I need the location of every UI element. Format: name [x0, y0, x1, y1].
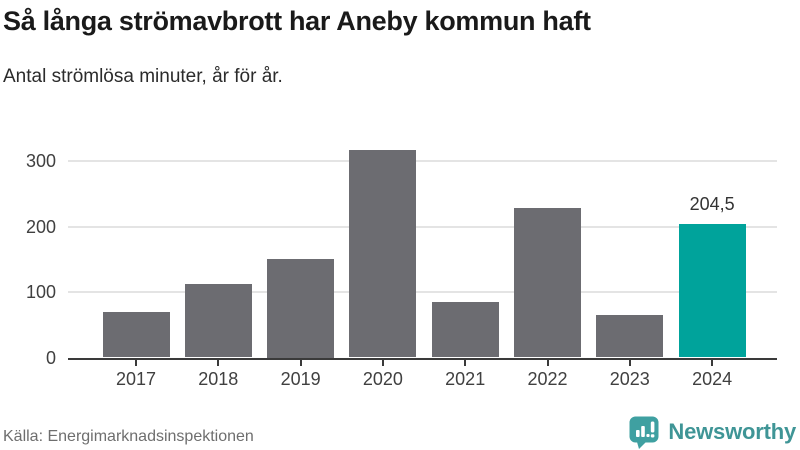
x-axis-tick-2021 — [464, 360, 467, 366]
x-axis-label-2022: 2022 — [527, 368, 568, 389]
source-note: Källa: Energimarknadsinspektionen — [3, 428, 254, 445]
gridline-100 — [68, 291, 777, 293]
gridline-300 — [68, 160, 777, 162]
y-axis-label-200: 200 — [25, 216, 56, 237]
bar-2024 — [678, 223, 746, 358]
chart-subtitle: Antal strömlösa minuter, år för år. — [3, 66, 283, 87]
x-axis-tick-2022 — [546, 360, 549, 366]
y-axis-label-100: 100 — [25, 282, 56, 302]
gridline-200 — [68, 225, 777, 228]
x-axis-label-2023: 2023 — [609, 368, 650, 389]
x-axis-label-2017: 2017 — [115, 368, 157, 389]
x-axis-tick-2019 — [299, 360, 302, 366]
bar-2020 — [349, 149, 417, 358]
x-axis-label-2021: 2021 — [445, 368, 486, 389]
bar-2022 — [514, 208, 581, 358]
x-axis-label-2018: 2018 — [198, 368, 239, 389]
y-axis-label-0: 0 — [45, 347, 56, 368]
x-axis-tick-2024 — [711, 360, 714, 366]
x-axis-tick-2020 — [381, 360, 384, 366]
x-axis-line — [68, 357, 777, 360]
bar-2018 — [184, 284, 252, 358]
bar-value-label: 204,5 — [689, 193, 735, 214]
chart-title: Så långa strömavbrott har Aneby kommun h… — [3, 6, 591, 36]
x-axis-tick-2018 — [217, 360, 220, 366]
bar-2021 — [431, 302, 499, 358]
bar-2017 — [102, 312, 170, 358]
y-axis-label-300: 300 — [25, 151, 56, 171]
x-axis-tick-2023 — [628, 360, 631, 366]
x-axis-label-2024: 2024 — [692, 368, 733, 389]
x-axis-label-2020: 2020 — [362, 368, 403, 389]
x-axis-tick-2017 — [135, 360, 137, 366]
newsworthy-logo: Newsworthy — [628, 415, 796, 449]
x-axis-label-2019: 2019 — [280, 368, 321, 389]
newsworthy-logo-icon — [629, 416, 659, 449]
newsworthy-logo-text: Newsworthy — [668, 419, 796, 444]
bar-2019 — [267, 259, 335, 358]
bar-2023 — [596, 314, 664, 358]
